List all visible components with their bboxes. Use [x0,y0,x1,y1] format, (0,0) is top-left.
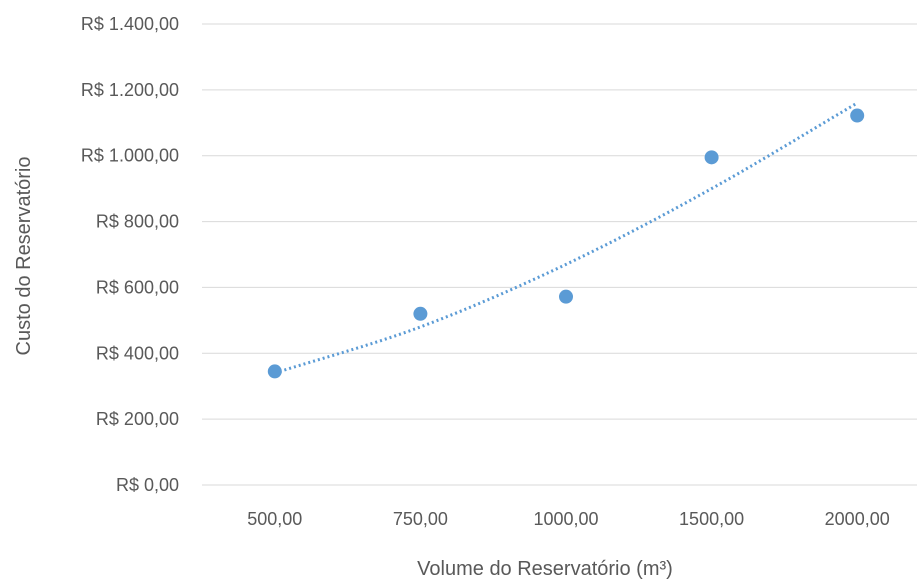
data-point [413,306,428,321]
y-tick-label: R$ 800,00 [96,212,179,232]
data-points [267,108,865,379]
y-tick-label: R$ 200,00 [96,409,179,429]
y-tick-label: R$ 1.200,00 [81,80,179,100]
x-tick-label: 750,00 [393,509,448,529]
data-point [559,289,573,304]
y-tick-label: R$ 600,00 [96,277,179,297]
y-tick-label: R$ 400,00 [96,343,179,363]
x-axis-title: Volume do Reservatório (m³) [417,558,673,580]
trendline [274,101,858,375]
data-point [267,364,282,379]
data-point [704,150,719,165]
y-axis-tick-labels: R$ 0,00 R$ 200,00 R$ 400,00 R$ 600,00 R$ 800… [81,14,179,495]
trendline-group [274,101,858,375]
y-tick-label: R$ 1.000,00 [81,146,179,166]
x-tick-label: 500,00 [247,509,302,529]
gridlines [202,23,917,486]
y-tick-label: R$ 0,00 [116,475,179,495]
x-tick-label: 1500,00 [679,509,744,529]
data-point [850,108,865,123]
y-tick-label: R$ 1.400,00 [81,14,179,34]
x-tick-label: 2000,00 [825,509,890,529]
x-axis-tick-labels: 500,00 750,00 1000,00 1500,00 2000,00 [247,509,889,529]
x-tick-label: 1000,00 [533,509,598,529]
y-axis-title: Custo do Reservatório [13,157,35,356]
